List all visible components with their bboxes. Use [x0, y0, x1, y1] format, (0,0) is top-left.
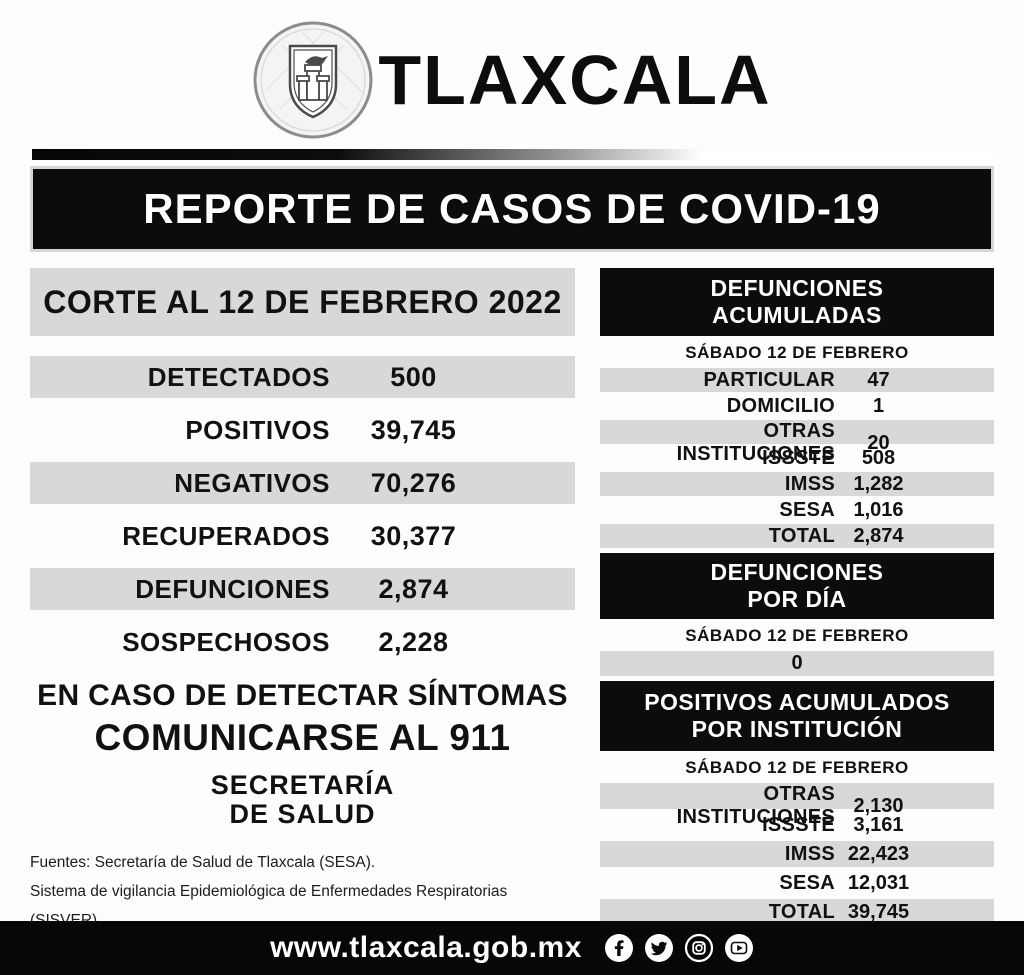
report-title: REPORTE DE CASOS DE COVID-19 [143, 185, 881, 232]
row-value: 12,031 [847, 871, 910, 894]
row-value: 1 [872, 394, 885, 417]
stat-value: 39,745 [370, 414, 457, 445]
stat-label: SOSPECHOSOS [122, 626, 330, 657]
stat-value: 2,228 [378, 626, 449, 657]
section-title-line: DEFUNCIONES [710, 274, 884, 301]
symptoms-notice: EN CASO DE DETECTAR SÍNTOMAS [37, 679, 568, 712]
summary-stats-table: DETECTADOS 500 POSITIVOS 39,745 NEGATIVO… [30, 356, 575, 663]
stat-value: 70,276 [370, 467, 457, 498]
brand-title: TLAXCALA [378, 41, 772, 119]
row-label: ISSSTE [762, 446, 835, 469]
website-link[interactable]: www.tlaxcala.gob.mx [270, 931, 582, 964]
youtube-icon[interactable] [724, 933, 754, 963]
table-row: TOTAL 2,874 [600, 524, 994, 548]
call-911-notice: COMUNICARSE AL 911 [94, 717, 511, 758]
stat-label: DEFUNCIONES [135, 573, 330, 604]
health-ministry-label: SECRETARÍA DE SALUD [30, 770, 575, 830]
table-row: POSITIVOS 39,745 [30, 409, 575, 451]
section-date: SÁBADO 12 DE FEBRERO [685, 343, 909, 362]
tlaxcala-coat-of-arms-logo [252, 20, 374, 140]
positives-by-institution-header: POSITIVOS ACUMULADOS POR INSTITUCIÓN [600, 681, 994, 751]
stat-value: 500 [390, 361, 437, 392]
row-label: PARTICULAR [703, 368, 835, 391]
positives-by-institution-table: OTRAS INSTITUCIONES 2,130 ISSSTE 3,161 I… [600, 783, 994, 925]
row-value: 2,874 [853, 524, 904, 547]
row-label: TOTAL [768, 524, 835, 547]
table-row: DEFUNCIONES 2,874 [30, 568, 575, 610]
agency-line-1: SECRETARÍA [210, 770, 395, 800]
section-title-line: POSITIVOS ACUMULADOS [644, 688, 950, 715]
stat-label: POSITIVOS [185, 414, 330, 445]
table-row: DETECTADOS 500 [30, 356, 575, 398]
facebook-icon[interactable] [604, 933, 634, 963]
row-value: 39,745 [847, 900, 910, 923]
table-row: ISSSTE 3,161 [600, 812, 994, 838]
stat-value: 30,377 [370, 520, 457, 551]
agency-line-2: DE SALUD [229, 799, 376, 830]
row-label: DOMICILIO [726, 394, 835, 417]
row-value: 1,282 [853, 472, 904, 495]
row-label: TOTAL [768, 900, 835, 923]
table-row: SESA 1,016 [600, 498, 994, 522]
row-label: IMSS [784, 472, 835, 495]
table-row: RECUPERADOS 30,377 [30, 515, 575, 557]
section-title-line: POR INSTITUCIÓN [691, 716, 903, 742]
deaths-accumulated-table: PARTICULAR 47 DOMICILIO 1 OTRAS INSTITUC… [600, 368, 994, 548]
summary-panel: CORTE AL 12 DE FEBRERO 2022 DETECTADOS 5… [30, 268, 575, 935]
row-label: OTRAS INSTITUCIONES [676, 783, 835, 828]
cutoff-date-bar: CORTE AL 12 DE FEBRERO 2022 [30, 268, 575, 336]
section-title-line: POR DÍA [747, 586, 847, 612]
deaths-accumulated-header: DEFUNCIONES ACUMULADAS [600, 268, 994, 336]
instagram-icon[interactable] [684, 933, 714, 963]
footer-bar: www.tlaxcala.gob.mx [0, 921, 1024, 975]
section-date: SÁBADO 12 DE FEBRERO [685, 626, 909, 645]
deaths-per-day-value: 0 [600, 651, 994, 676]
table-row: TOTAL 39,745 [600, 899, 994, 925]
stat-label: RECUPERADOS [122, 520, 330, 551]
table-row: PARTICULAR 47 [600, 368, 994, 392]
row-value: 47 [867, 368, 890, 391]
row-value: 20 [867, 431, 890, 454]
main-content: CORTE AL 12 DE FEBRERO 2022 DETECTADOS 5… [30, 268, 994, 935]
table-row: ISSSTE 508 [600, 446, 994, 470]
twitter-icon[interactable] [644, 933, 674, 963]
row-label: SESA [779, 498, 835, 521]
source-line-1: Fuentes: Secretaría de Salud de Tlaxcala… [30, 854, 376, 872]
table-row: OTRAS INSTITUCIONES 20 [600, 420, 994, 465]
detail-panel: DEFUNCIONES ACUMULADAS SÁBADO 12 DE FEBR… [600, 268, 994, 935]
table-row: SESA 12,031 [600, 870, 994, 896]
row-value: 1,016 [853, 498, 904, 521]
section-date: SÁBADO 12 DE FEBRERO [685, 758, 909, 777]
stat-label: DETECTADOS [147, 361, 330, 392]
header: TLAXCALA [0, 20, 1024, 140]
section-title-line: DEFUNCIONES [710, 558, 884, 585]
row-value: 2,130 [853, 794, 904, 817]
report-title-banner: REPORTE DE CASOS DE COVID-19 [30, 166, 994, 252]
table-row: DOMICILIO 1 [600, 394, 994, 418]
deaths-per-day-header: DEFUNCIONES POR DÍA [600, 553, 994, 619]
table-row: IMSS 22,423 [600, 841, 994, 867]
gradient-divider [32, 149, 992, 160]
row-label: ISSSTE [762, 813, 835, 836]
table-row: NEGATIVOS 70,276 [30, 462, 575, 504]
table-row: IMSS 1,282 [600, 472, 994, 496]
row-label: SESA [779, 871, 835, 894]
stat-value: 2,874 [378, 573, 449, 604]
table-row: SOSPECHOSOS 2,228 [30, 621, 575, 663]
stat-label: NEGATIVOS [174, 467, 330, 498]
row-label: OTRAS INSTITUCIONES [676, 420, 835, 465]
row-value: 22,423 [847, 842, 910, 865]
row-value: 3,161 [853, 813, 904, 836]
social-icons [604, 933, 754, 963]
row-value: 508 [861, 446, 896, 469]
section-title-line: ACUMULADAS [712, 302, 882, 328]
table-row: OTRAS INSTITUCIONES 2,130 [600, 783, 994, 828]
row-label: IMSS [784, 842, 835, 865]
